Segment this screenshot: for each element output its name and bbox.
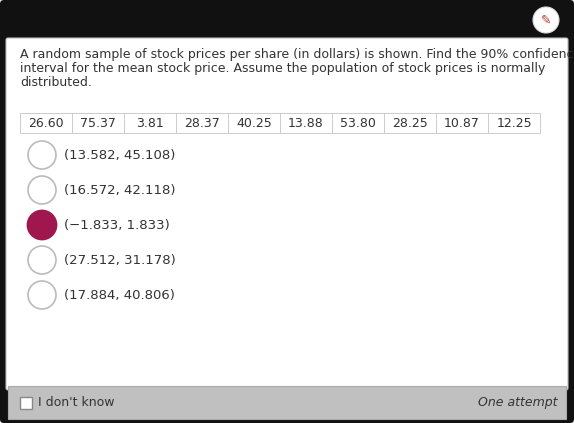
Text: 10.87: 10.87 — [444, 116, 480, 129]
Bar — [8, 386, 566, 419]
Circle shape — [28, 211, 56, 239]
Text: (13.582, 45.108): (13.582, 45.108) — [64, 148, 176, 162]
Bar — [20, 113, 540, 133]
Circle shape — [28, 176, 56, 204]
Text: interval for the mean stock price. Assume the population of stock prices is norm: interval for the mean stock price. Assum… — [20, 62, 545, 75]
FancyBboxPatch shape — [6, 38, 568, 390]
Text: 13.88: 13.88 — [288, 116, 324, 129]
Circle shape — [533, 7, 559, 33]
Text: 75.37: 75.37 — [80, 116, 116, 129]
Text: (−1.833, 1.833): (−1.833, 1.833) — [64, 219, 170, 231]
Text: 53.80: 53.80 — [340, 116, 376, 129]
Text: 26.60: 26.60 — [28, 116, 64, 129]
Text: 28.25: 28.25 — [392, 116, 428, 129]
Text: 28.37: 28.37 — [184, 116, 220, 129]
Text: 12.25: 12.25 — [496, 116, 532, 129]
Circle shape — [28, 246, 56, 274]
Text: One attempt: One attempt — [479, 396, 558, 409]
Text: ✎: ✎ — [541, 14, 551, 27]
Text: distributed.: distributed. — [20, 76, 92, 89]
Circle shape — [28, 281, 56, 309]
Text: 40.25: 40.25 — [236, 116, 272, 129]
Text: (27.512, 31.178): (27.512, 31.178) — [64, 253, 176, 266]
Text: I don't know: I don't know — [38, 396, 114, 409]
Text: A random sample of stock prices per share (in dollars) is shown. Find the 90% co: A random sample of stock prices per shar… — [20, 48, 574, 61]
Circle shape — [28, 141, 56, 169]
Text: 3.81: 3.81 — [136, 116, 164, 129]
Text: (17.884, 40.806): (17.884, 40.806) — [64, 288, 175, 302]
Bar — [20, 396, 32, 409]
Text: (16.572, 42.118): (16.572, 42.118) — [64, 184, 176, 197]
